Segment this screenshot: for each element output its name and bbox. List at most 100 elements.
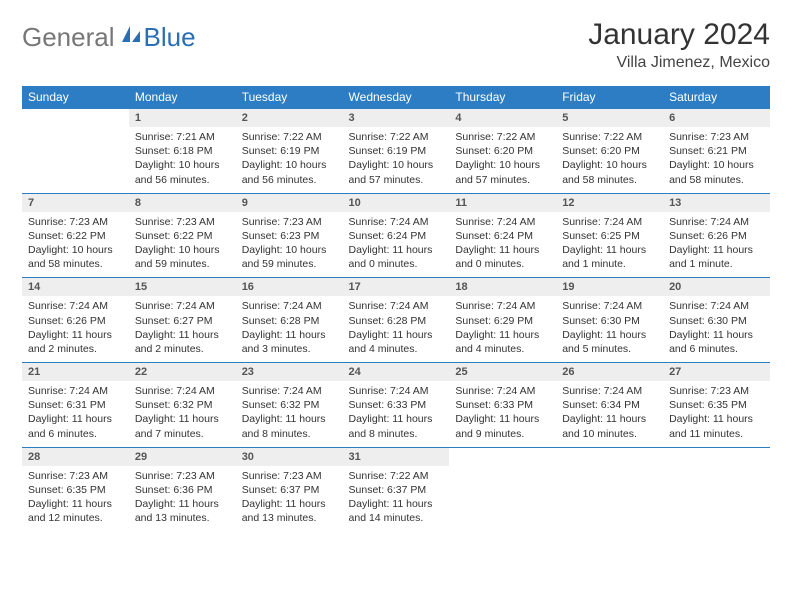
daylight-text: Daylight: 11 hours and 8 minutes. xyxy=(349,412,444,440)
daylight-text: Daylight: 11 hours and 4 minutes. xyxy=(349,328,444,356)
sunrise-text: Sunrise: 7:24 AM xyxy=(28,384,123,398)
weekday-header: Friday xyxy=(556,86,663,109)
sunrise-text: Sunrise: 7:22 AM xyxy=(349,469,444,483)
logo: General Blue xyxy=(22,18,196,53)
day-number-row: 21222324252627 xyxy=(22,363,770,382)
daylight-text: Daylight: 11 hours and 13 minutes. xyxy=(135,497,230,525)
sunrise-text: Sunrise: 7:24 AM xyxy=(455,384,550,398)
sunrise-text: Sunrise: 7:23 AM xyxy=(242,469,337,483)
day-number: 4 xyxy=(449,109,556,128)
daylight-text: Daylight: 11 hours and 0 minutes. xyxy=(349,243,444,271)
daylight-text: Daylight: 11 hours and 11 minutes. xyxy=(669,412,764,440)
sunrise-text: Sunrise: 7:24 AM xyxy=(562,215,657,229)
day-number: 9 xyxy=(236,193,343,212)
sunset-text: Sunset: 6:32 PM xyxy=(242,398,337,412)
day-number: 31 xyxy=(343,447,450,466)
sunset-text: Sunset: 6:24 PM xyxy=(349,229,444,243)
day-number: 27 xyxy=(663,363,770,382)
sunset-text: Sunset: 6:28 PM xyxy=(349,314,444,328)
sunset-text: Sunset: 6:19 PM xyxy=(242,144,337,158)
day-number: 8 xyxy=(129,193,236,212)
day-details: Sunrise: 7:23 AMSunset: 6:35 PMDaylight:… xyxy=(663,381,770,447)
sunrise-text: Sunrise: 7:24 AM xyxy=(455,299,550,313)
day-number-row: 123456 xyxy=(22,109,770,128)
day-details: Sunrise: 7:23 AMSunset: 6:22 PMDaylight:… xyxy=(129,212,236,278)
weekday-header: Sunday xyxy=(22,86,129,109)
sunset-text: Sunset: 6:28 PM xyxy=(242,314,337,328)
daylight-text: Daylight: 11 hours and 5 minutes. xyxy=(562,328,657,356)
day-number: 18 xyxy=(449,278,556,297)
sunrise-text: Sunrise: 7:24 AM xyxy=(669,215,764,229)
daylight-text: Daylight: 10 hours and 56 minutes. xyxy=(242,158,337,186)
day-details: Sunrise: 7:24 AMSunset: 6:32 PMDaylight:… xyxy=(129,381,236,447)
daylight-text: Daylight: 11 hours and 9 minutes. xyxy=(455,412,550,440)
daylight-text: Daylight: 10 hours and 59 minutes. xyxy=(242,243,337,271)
sunset-text: Sunset: 6:21 PM xyxy=(669,144,764,158)
day-details: Sunrise: 7:22 AMSunset: 6:19 PMDaylight:… xyxy=(236,127,343,193)
sunrise-text: Sunrise: 7:24 AM xyxy=(669,299,764,313)
daylight-text: Daylight: 10 hours and 58 minutes. xyxy=(669,158,764,186)
daylight-text: Daylight: 11 hours and 13 minutes. xyxy=(242,497,337,525)
day-number: 17 xyxy=(343,278,450,297)
daylight-text: Daylight: 11 hours and 12 minutes. xyxy=(28,497,123,525)
sunrise-text: Sunrise: 7:23 AM xyxy=(135,215,230,229)
sunrise-text: Sunrise: 7:24 AM xyxy=(349,215,444,229)
sunrise-text: Sunrise: 7:23 AM xyxy=(669,130,764,144)
sunrise-text: Sunrise: 7:22 AM xyxy=(562,130,657,144)
day-details: Sunrise: 7:23 AMSunset: 6:35 PMDaylight:… xyxy=(22,466,129,532)
weekday-header: Monday xyxy=(129,86,236,109)
day-details: Sunrise: 7:24 AMSunset: 6:24 PMDaylight:… xyxy=(343,212,450,278)
day-details: Sunrise: 7:24 AMSunset: 6:26 PMDaylight:… xyxy=(22,296,129,362)
sunrise-text: Sunrise: 7:23 AM xyxy=(242,215,337,229)
sunset-text: Sunset: 6:20 PM xyxy=(455,144,550,158)
sunset-text: Sunset: 6:37 PM xyxy=(242,483,337,497)
day-details: Sunrise: 7:23 AMSunset: 6:21 PMDaylight:… xyxy=(663,127,770,193)
sunrise-text: Sunrise: 7:24 AM xyxy=(135,384,230,398)
day-number: 25 xyxy=(449,363,556,382)
sunset-text: Sunset: 6:27 PM xyxy=(135,314,230,328)
empty-cell xyxy=(449,447,556,466)
sunrise-text: Sunrise: 7:23 AM xyxy=(28,215,123,229)
logo-sail-icon xyxy=(120,24,142,51)
daylight-text: Daylight: 11 hours and 6 minutes. xyxy=(669,328,764,356)
day-number-row: 28293031 xyxy=(22,447,770,466)
day-number: 6 xyxy=(663,109,770,128)
daylight-text: Daylight: 10 hours and 57 minutes. xyxy=(349,158,444,186)
sunset-text: Sunset: 6:22 PM xyxy=(28,229,123,243)
daylight-text: Daylight: 11 hours and 1 minute. xyxy=(562,243,657,271)
title-block: January 2024 Villa Jimenez, Mexico xyxy=(588,18,770,72)
sunrise-text: Sunrise: 7:24 AM xyxy=(562,299,657,313)
day-details: Sunrise: 7:24 AMSunset: 6:33 PMDaylight:… xyxy=(449,381,556,447)
daylight-text: Daylight: 11 hours and 7 minutes. xyxy=(135,412,230,440)
sunrise-text: Sunrise: 7:22 AM xyxy=(455,130,550,144)
day-detail-row: Sunrise: 7:24 AMSunset: 6:26 PMDaylight:… xyxy=(22,296,770,362)
sunset-text: Sunset: 6:33 PM xyxy=(349,398,444,412)
sunset-text: Sunset: 6:23 PM xyxy=(242,229,337,243)
day-number: 3 xyxy=(343,109,450,128)
day-details: Sunrise: 7:23 AMSunset: 6:22 PMDaylight:… xyxy=(22,212,129,278)
sunset-text: Sunset: 6:20 PM xyxy=(562,144,657,158)
sunrise-text: Sunrise: 7:24 AM xyxy=(349,384,444,398)
day-number: 21 xyxy=(22,363,129,382)
day-number: 15 xyxy=(129,278,236,297)
daylight-text: Daylight: 11 hours and 0 minutes. xyxy=(455,243,550,271)
day-number: 24 xyxy=(343,363,450,382)
sunset-text: Sunset: 6:25 PM xyxy=(562,229,657,243)
sunset-text: Sunset: 6:30 PM xyxy=(562,314,657,328)
empty-cell xyxy=(22,127,129,193)
empty-cell xyxy=(663,466,770,532)
daylight-text: Daylight: 11 hours and 2 minutes. xyxy=(28,328,123,356)
day-number: 29 xyxy=(129,447,236,466)
day-details: Sunrise: 7:24 AMSunset: 6:31 PMDaylight:… xyxy=(22,381,129,447)
day-details: Sunrise: 7:24 AMSunset: 6:32 PMDaylight:… xyxy=(236,381,343,447)
day-details: Sunrise: 7:22 AMSunset: 6:20 PMDaylight:… xyxy=(556,127,663,193)
day-number: 13 xyxy=(663,193,770,212)
sunrise-text: Sunrise: 7:24 AM xyxy=(455,215,550,229)
day-details: Sunrise: 7:22 AMSunset: 6:37 PMDaylight:… xyxy=(343,466,450,532)
day-number: 22 xyxy=(129,363,236,382)
daylight-text: Daylight: 11 hours and 1 minute. xyxy=(669,243,764,271)
day-detail-row: Sunrise: 7:23 AMSunset: 6:35 PMDaylight:… xyxy=(22,466,770,532)
day-number: 23 xyxy=(236,363,343,382)
empty-cell xyxy=(449,466,556,532)
day-details: Sunrise: 7:24 AMSunset: 6:33 PMDaylight:… xyxy=(343,381,450,447)
